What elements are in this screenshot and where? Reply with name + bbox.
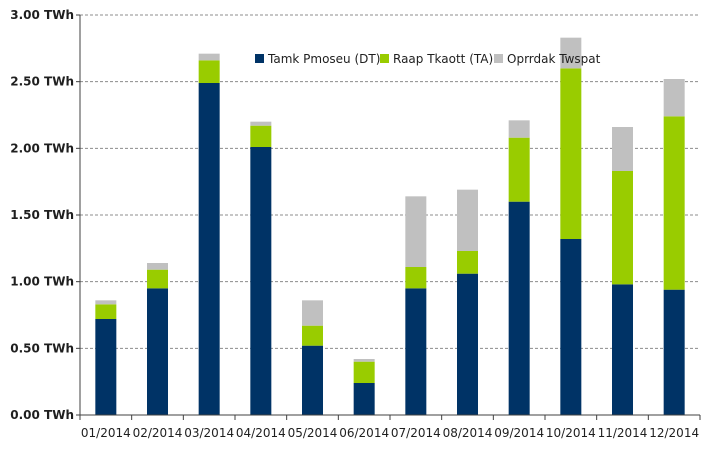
bar-segment-series-0-12-2014 <box>663 289 685 415</box>
y-tick-label: 0.50 TWh <box>10 341 74 355</box>
x-tick-label: 09/2014 <box>494 426 544 440</box>
x-tick-label: 08/2014 <box>443 426 493 440</box>
bar-segment-series-1-01-2014 <box>95 304 117 319</box>
bar-segment-series-1-09-2014 <box>508 137 530 202</box>
x-tick-label: 03/2014 <box>184 426 234 440</box>
legend-swatch-0 <box>255 54 264 63</box>
x-axis-tick-labels: 01/2014 02/2014 03/2014 04/2014 05/2014 06/20… <box>81 426 699 440</box>
bar-segment-series-0-05-2014 <box>302 345 323 415</box>
bar-segment-series-0-01-2014 <box>95 319 117 415</box>
bar-segment-series-2-03-2014 <box>198 53 220 61</box>
bar-segment-series-0-07-2014 <box>405 288 427 415</box>
bar-segment-series-2-05-2014 <box>302 300 323 326</box>
bar-segment-series-0-11-2014 <box>612 284 633 415</box>
bar-segment-series-0-03-2014 <box>198 83 220 415</box>
y-tick-label: 1.50 TWh <box>10 208 74 222</box>
x-tick-label: 07/2014 <box>391 426 441 440</box>
bar-segment-series-2-11-2014 <box>612 127 633 171</box>
y-axis-tick-labels: 0.00 TWh 0.50 TWh 1.00 TWh 1.50 TWh 2.00 TWh… <box>10 8 74 422</box>
bar-segment-series-0-06-2014 <box>353 383 375 415</box>
bar-segment-series-1-11-2014 <box>612 171 633 285</box>
bar-segment-series-0-09-2014 <box>508 201 530 415</box>
x-tick-label: 06/2014 <box>339 426 389 440</box>
bar-segment-series-0-04-2014 <box>250 147 272 415</box>
bar-segment-series-2-08-2014 <box>457 189 478 251</box>
bar-segment-series-1-12-2014 <box>663 116 685 290</box>
x-tick-label: 11/2014 <box>598 426 648 440</box>
bar-segment-series-0-02-2014 <box>147 288 168 415</box>
bar-segment-series-1-07-2014 <box>405 267 427 289</box>
bar-segment-series-1-02-2014 <box>147 269 168 289</box>
bar-segment-series-1-08-2014 <box>457 251 478 274</box>
y-tick-label: 3.00 TWh <box>10 8 74 22</box>
bars <box>95 37 685 415</box>
bar-segment-series-2-10-2014 <box>560 37 582 69</box>
legend-swatch-1 <box>380 54 389 63</box>
bar-segment-series-1-03-2014 <box>198 60 220 83</box>
y-tick-label: 1.00 TWh <box>10 275 74 289</box>
bar-segment-series-2-09-2014 <box>508 120 530 138</box>
bar-segment-series-2-07-2014 <box>405 196 427 267</box>
legend-label-1: Raap Tkaott (TA) <box>393 52 493 66</box>
x-tick-label: 10/2014 <box>546 426 596 440</box>
gridlines <box>80 14 700 349</box>
legend-swatch-2 <box>494 54 503 63</box>
bar-segment-series-0-10-2014 <box>560 239 582 415</box>
legend-label-2: Oprrdak Twspat <box>507 52 601 66</box>
x-tick-label: 02/2014 <box>133 426 183 440</box>
y-tick-label: 2.00 TWh <box>10 141 74 155</box>
x-tick-label: 12/2014 <box>649 426 699 440</box>
legend: Tamk Pmoseu (DT) Raap Tkaott (TA) Oprrdak … <box>255 52 601 66</box>
bar-segment-series-2-12-2014 <box>663 79 685 117</box>
bar-segment-series-1-05-2014 <box>302 325 323 346</box>
bar-segment-series-2-06-2014 <box>353 359 375 362</box>
axes <box>76 14 701 420</box>
bar-segment-series-1-04-2014 <box>250 125 272 147</box>
y-tick-label: 0.00 TWh <box>10 408 74 422</box>
x-tick-label: 01/2014 <box>81 426 131 440</box>
bar-segment-series-2-02-2014 <box>147 263 168 270</box>
bar-segment-series-2-01-2014 <box>95 300 117 305</box>
legend-label-0: Tamk Pmoseu (DT) <box>267 52 380 66</box>
bar-segment-series-1-06-2014 <box>353 361 375 383</box>
x-tick-label: 05/2014 <box>288 426 338 440</box>
x-tick-label: 04/2014 <box>236 426 286 440</box>
bar-segment-series-0-08-2014 <box>457 273 478 415</box>
bar-segment-series-2-04-2014 <box>250 121 272 126</box>
bar-segment-series-1-10-2014 <box>560 68 582 239</box>
y-tick-label: 2.50 TWh <box>10 75 74 89</box>
